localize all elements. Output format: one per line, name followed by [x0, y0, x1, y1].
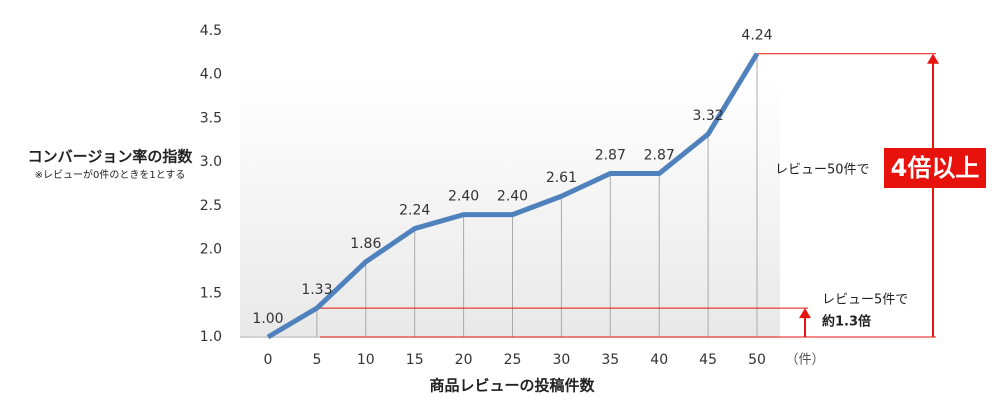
y-tick-label: 1.0: [200, 329, 222, 345]
data-label: 2.87: [595, 148, 626, 164]
x-tick-label: 15: [406, 352, 424, 368]
y-tick-label: 2.5: [200, 198, 222, 214]
annotation-highlight: 4倍以上: [891, 154, 980, 182]
y-tick-label: 4.0: [200, 67, 222, 83]
data-line: [266, 52, 760, 340]
annotation: レビュー5件で: [822, 293, 908, 308]
x-tick-label: 5: [312, 352, 321, 368]
data-label: 1.86: [350, 236, 381, 252]
annotation: レビュー50件で: [775, 163, 870, 178]
x-tick-label: 20: [455, 352, 473, 368]
y-tick-label: 3.0: [200, 154, 222, 170]
arrow-head: [799, 308, 811, 319]
x-tick-label: 35: [601, 352, 619, 368]
y-tick-label: 1.5: [200, 285, 222, 301]
data-label: 2.61: [546, 170, 577, 186]
data-label: 4.24: [741, 28, 772, 44]
x-tick-label: 40: [650, 352, 668, 368]
annotation: 約1.3倍: [822, 314, 871, 330]
x-axis-unit: （件）: [785, 353, 824, 368]
data-label: 1.33: [301, 282, 332, 298]
x-tick-label: 50: [748, 352, 766, 368]
y-tick-label: 2.0: [200, 242, 222, 258]
y-tick-label: 3.5: [200, 110, 222, 126]
y-axis-title: コンバージョン率の指数: [28, 148, 194, 166]
data-label: 3.32: [693, 108, 724, 124]
y-axis-note: ※レビューが0件のときを1とする: [35, 168, 186, 181]
arrow-head: [927, 53, 939, 64]
x-tick-label: 30: [552, 352, 570, 368]
data-label: 2.40: [497, 189, 528, 205]
x-tick-label: 10: [357, 352, 375, 368]
data-label: 2.87: [644, 148, 675, 164]
highlight-box: [884, 148, 986, 188]
x-tick-label: 45: [699, 352, 717, 368]
data-label: 2.40: [448, 189, 479, 205]
data-label: 1.00: [252, 311, 283, 327]
x-tick-label: 25: [504, 352, 522, 368]
x-axis-title: 商品レビューの投稿件数: [429, 377, 595, 395]
y-tick-label: 4.5: [200, 23, 222, 39]
x-tick-label: 0: [264, 352, 273, 368]
data-label: 2.24: [399, 203, 430, 219]
